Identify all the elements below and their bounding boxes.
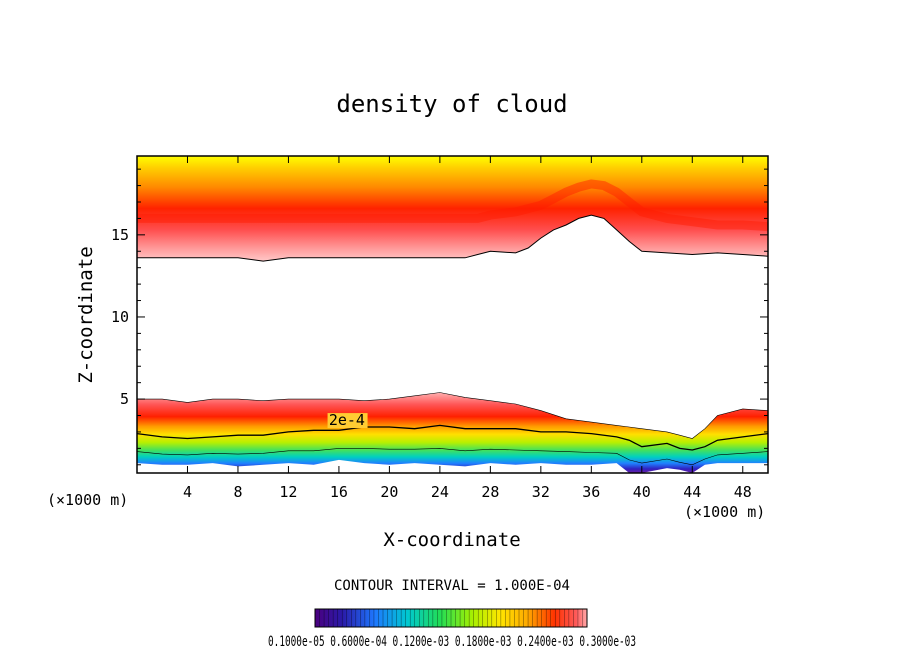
y-tick-label: 5 <box>120 390 129 408</box>
plot-area: 2e-4 <box>137 156 768 473</box>
x-tick-label: 16 <box>330 483 348 501</box>
x-tick-label: 28 <box>481 483 499 501</box>
x-axis-label: X-coordinate <box>383 529 520 551</box>
y-axis-label: Z-coordinate <box>75 246 97 383</box>
y-tick-label: 15 <box>111 226 129 244</box>
upper-cloud-core <box>137 179 768 232</box>
lower-inner-contour <box>137 448 768 466</box>
plot-frame <box>136 155 769 474</box>
x-tick-label: 40 <box>633 483 651 501</box>
x-tick-label: 8 <box>233 483 242 501</box>
x-tick-label: 24 <box>431 483 449 501</box>
upper-cloud-fill <box>137 156 768 262</box>
x-tick-label: 44 <box>683 483 701 501</box>
chart-title: density of cloud <box>336 90 567 118</box>
x-tick-label: 36 <box>582 483 600 501</box>
lower-cloud-top-contour <box>137 392 768 439</box>
contour-2e-4 <box>137 424 768 451</box>
y-tick-label: 10 <box>111 308 129 326</box>
contour-interval: CONTOUR INTERVAL = 1.000E-04 <box>334 578 570 594</box>
x-tick-label: 4 <box>183 483 192 501</box>
x-tick-label: 20 <box>380 483 398 501</box>
colorbar <box>314 608 588 628</box>
x-tick-label: 12 <box>279 483 297 501</box>
contour-label-bg <box>327 413 368 429</box>
x-tick-label: 48 <box>734 483 752 501</box>
x-unit-right: (×1000 m) <box>684 503 765 521</box>
colorbar-labels: 0.1000e-05 0.6000e-04 0.1200e-03 0.1800e… <box>268 634 636 650</box>
upper-cloud-base-contour <box>137 214 768 262</box>
x-unit-left: (×1000 m) <box>47 491 128 509</box>
contour-label: 2e-4 <box>329 411 365 429</box>
x-tick-label: 32 <box>532 483 550 501</box>
